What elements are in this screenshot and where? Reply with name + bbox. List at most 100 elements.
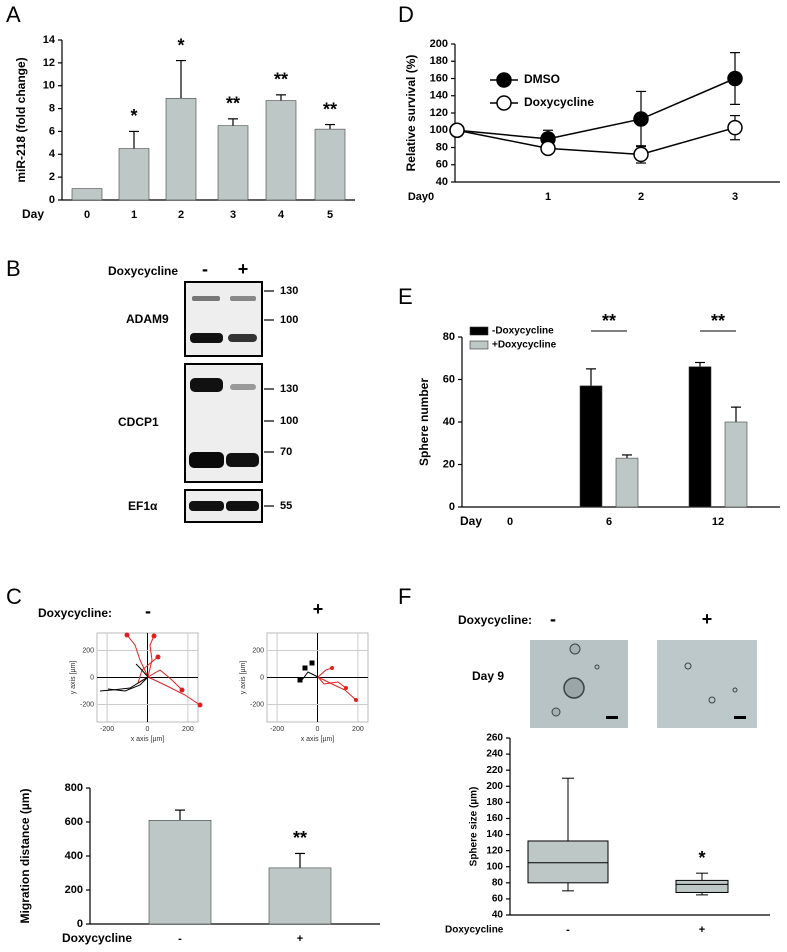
y-axis-label: Sphere number (417, 378, 431, 466)
panel-letter: C (6, 584, 22, 609)
track (301, 671, 319, 681)
track-end (151, 633, 157, 639)
y-tick-label: 100 (486, 861, 503, 872)
annotation: ** (274, 70, 288, 90)
y-tick-label: 200 (82, 647, 94, 654)
y-tick-label: 60 (436, 159, 448, 171)
blot-band (190, 378, 223, 392)
western-blot: Doxycycline - + ADAM9 CDCP1 EF1α (108, 259, 263, 523)
annotation: ** (293, 828, 307, 848)
lane-label: + (238, 259, 249, 279)
bar (165, 97, 197, 201)
sphere (569, 643, 581, 655)
blot-band (192, 296, 220, 301)
y-tick-label: 180 (430, 55, 448, 67)
track (99, 676, 149, 692)
annotation: * (177, 35, 184, 55)
point (449, 122, 465, 138)
y-tick-label: 0 (90, 674, 94, 681)
y-tick-label: 2 (49, 171, 55, 183)
y-tick-label: 0 (49, 194, 55, 206)
track-end (309, 660, 315, 666)
annotation: ** (711, 311, 725, 331)
y-tick-label: 120 (430, 107, 448, 119)
track (317, 676, 357, 701)
x-tick-label: -200 (270, 726, 284, 733)
y-tick-label: 200 (430, 38, 448, 50)
y-tick-label: 200 (65, 884, 83, 896)
y-tick-label: 240 (486, 749, 503, 760)
point (727, 70, 743, 87)
bar (579, 385, 603, 508)
lane-label: - (202, 259, 208, 279)
condition-label: + (702, 609, 713, 629)
y-tick-label: 140 (486, 829, 503, 840)
y-tick-label: 14 (43, 34, 56, 46)
protein-label: EF1α (128, 499, 158, 513)
bar (688, 366, 712, 508)
track (135, 663, 149, 678)
track-treatment: Doxycycline: (38, 606, 112, 620)
x-axis-label: x axis [µm] (301, 736, 335, 743)
legend-marker (496, 72, 512, 88)
box (527, 840, 609, 884)
bar (265, 100, 297, 201)
y-tick-label: 200 (486, 781, 503, 792)
y-tick-label: 80 (443, 331, 455, 343)
track (147, 676, 201, 706)
bar (148, 819, 212, 925)
y-tick-label: 20 (443, 458, 455, 470)
bar (314, 128, 346, 201)
x-tick-label: 6 (606, 516, 612, 528)
y-tick-label: 800 (65, 782, 83, 794)
sphere (563, 677, 585, 699)
blot-treatment: Doxycycline (108, 264, 178, 278)
legend-label: -Doxycycline (492, 326, 554, 337)
track-end (155, 654, 161, 660)
x-tick-label: 1 (131, 209, 137, 221)
track-end (302, 665, 308, 671)
y-tick-label: 40 (492, 910, 504, 921)
annotation: ** (226, 94, 240, 114)
track-end (297, 677, 303, 683)
sphere (594, 664, 600, 670)
y-axis-label: Relative survival (%) (404, 55, 418, 172)
line (456, 126, 736, 156)
x-tick-label: 5 (327, 209, 333, 221)
x-axis-label: Doxycycline (445, 925, 504, 936)
track-end (197, 702, 203, 708)
blot-band (230, 296, 256, 301)
track-panel: Doxycycline: - + (38, 599, 323, 621)
track-end (179, 687, 185, 693)
panel-letter: B (6, 256, 21, 281)
annotation: * (698, 848, 705, 868)
track (317, 676, 347, 689)
y-tick-label: 160 (430, 72, 448, 84)
annotation: ** (602, 311, 616, 331)
sphere (732, 687, 738, 693)
y-axis-label: y axis [µm] (240, 661, 247, 695)
y-tick-label: 10 (43, 80, 55, 92)
y-tick-label: 0 (77, 918, 83, 930)
y-tick-label: 120 (486, 845, 503, 856)
legend-label: DMSO (524, 72, 560, 86)
bar (724, 421, 748, 508)
track-end (354, 698, 358, 702)
y-tick-label: 220 (486, 765, 503, 776)
panel-letter: F (398, 584, 411, 609)
x-tick-label: 2 (178, 209, 184, 221)
point (540, 140, 556, 157)
track (317, 667, 333, 678)
y-axis-label: y axis [µm] (70, 661, 77, 695)
x-tick-label: 0 (507, 516, 513, 528)
y-tick-label: 40 (443, 416, 455, 428)
bar (118, 148, 150, 201)
x-tick-label: 2 (638, 191, 644, 203)
blot-band (226, 453, 259, 467)
micrograph-panel: Doxycycline: - + Day 9 (458, 609, 757, 728)
x-tick-label: 200 (352, 726, 364, 733)
y-tick-label: 200 (252, 647, 264, 654)
track (147, 669, 183, 691)
point (633, 111, 649, 127)
